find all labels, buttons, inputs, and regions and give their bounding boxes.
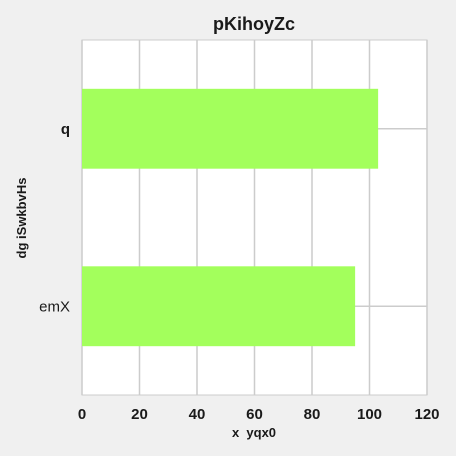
x-tick-label: 60 xyxy=(246,406,263,423)
bar-q xyxy=(82,88,379,169)
x-tick-label: 0 xyxy=(78,406,86,423)
x-tick-label: 80 xyxy=(304,406,321,423)
x-tick-labels: 0 20 40 60 80 100 120 xyxy=(78,406,440,423)
y-tick-label: q xyxy=(61,121,70,138)
x-tick-label: 100 xyxy=(357,406,382,423)
x-axis-label: x yqx0 xyxy=(232,425,276,440)
y-tick-label: emX xyxy=(39,298,70,315)
x-tick-label: 20 xyxy=(131,406,148,423)
bars xyxy=(82,88,379,347)
x-tick-label: 40 xyxy=(189,406,206,423)
y-tick-labels: q emX xyxy=(39,121,70,316)
bar-emX xyxy=(82,266,356,347)
x-tick-label: 120 xyxy=(414,406,439,423)
chart-title: pKihoyZc xyxy=(213,14,295,34)
y-axis-label: dg iSwkbvHs xyxy=(14,178,29,259)
